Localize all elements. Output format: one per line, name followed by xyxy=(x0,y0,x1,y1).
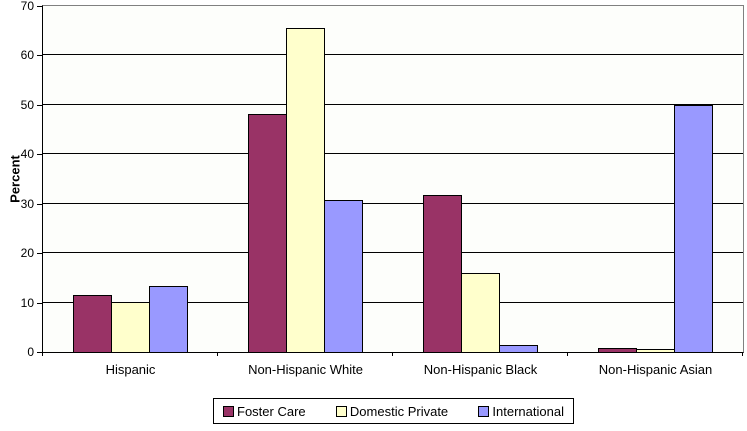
x-category-label-hispanic: Hispanic xyxy=(105,362,156,377)
bar-international-non-hispanic-asian xyxy=(674,105,713,352)
bar-foster-care-non-hispanic-white xyxy=(248,113,287,352)
bar-foster-care-non-hispanic-asian xyxy=(598,347,637,352)
bar-foster-care-non-hispanic-black xyxy=(423,195,462,352)
y-tick-label-30: 30 xyxy=(20,196,34,211)
y-tick-label-0: 0 xyxy=(27,345,34,359)
y-tick-label-70: 70 xyxy=(20,0,34,13)
legend-entry-international: International xyxy=(478,404,564,419)
bar-group-non-hispanic-white xyxy=(218,6,393,352)
legend-entry-domestic-private: Domestic Private xyxy=(335,403,449,419)
legend-swatch-icon xyxy=(223,405,234,417)
y-tick-30 xyxy=(37,203,42,205)
bar-group-non-hispanic-black xyxy=(393,6,568,352)
legend-label: Domestic Private xyxy=(349,403,449,419)
y-tick-0 xyxy=(37,352,42,353)
y-tick-label-50: 50 xyxy=(20,97,34,112)
bar-domestic-private-hispanic xyxy=(111,301,150,352)
x-category-label-non-hispanic-asian: Non-Hispanic Asian xyxy=(598,362,713,377)
gridline-10 xyxy=(43,301,743,303)
x-tick-1 xyxy=(217,352,218,356)
gridline-60 xyxy=(43,54,743,56)
legend-label: International xyxy=(492,403,564,419)
legend: Foster Care Domestic Private International xyxy=(213,398,574,424)
bar-international-non-hispanic-black xyxy=(499,344,538,352)
y-tick-20 xyxy=(37,253,42,255)
y-tick-10 xyxy=(37,302,42,304)
x-tick-4 xyxy=(742,352,743,356)
x-category-label-non-hispanic-white: Non-Hispanic White xyxy=(248,362,363,377)
gridline-50 xyxy=(43,103,743,105)
bar-domestic-private-non-hispanic-white xyxy=(286,28,325,352)
plot-area xyxy=(42,5,744,353)
x-tick-2 xyxy=(392,352,393,356)
bar-domestic-private-non-hispanic-black xyxy=(461,273,500,352)
y-tick-70 xyxy=(37,6,42,7)
bar-international-hispanic xyxy=(149,285,188,352)
y-tick-label-60: 60 xyxy=(20,48,34,63)
legend-swatch-icon xyxy=(335,405,347,417)
bar-foster-care-hispanic xyxy=(73,295,112,352)
x-tick-3 xyxy=(567,352,568,356)
y-tick-60 xyxy=(37,55,42,57)
gridline-20 xyxy=(43,252,743,254)
gridline-30 xyxy=(43,202,743,204)
bar-groups xyxy=(43,6,743,352)
bar-international-non-hispanic-white xyxy=(324,200,363,352)
y-tick-label-40: 40 xyxy=(20,147,34,162)
x-category-label-non-hispanic-black: Non-Hispanic Black xyxy=(423,362,538,377)
bar-group-non-hispanic-asian xyxy=(568,6,743,352)
y-tick-label-20: 20 xyxy=(20,246,34,261)
y-tick-label-10: 10 xyxy=(20,295,34,310)
bar-domestic-private-non-hispanic-asian xyxy=(636,348,675,352)
legend-entry-foster-care: Foster Care xyxy=(223,404,306,419)
legend-label: Foster Care xyxy=(237,403,306,419)
y-axis-title: Percent xyxy=(7,155,23,203)
legend-swatch-icon xyxy=(478,405,490,417)
y-tick-40 xyxy=(37,154,42,156)
y-tick-50 xyxy=(37,104,42,106)
gridline-40 xyxy=(43,153,743,155)
bar-group-hispanic xyxy=(43,6,218,352)
x-tick-0 xyxy=(42,352,43,356)
